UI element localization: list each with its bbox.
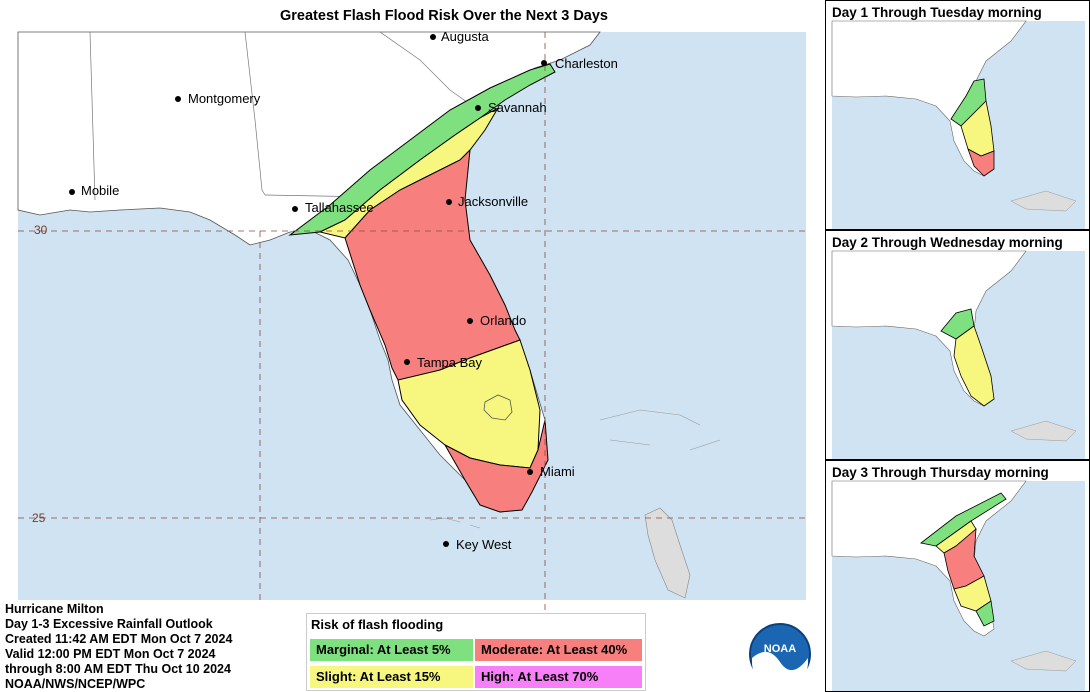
info-line: Day 1-3 Excessive Rainfall Outlook — [5, 617, 213, 631]
lat-label-25: 25 — [32, 511, 46, 525]
city-label: Charleston — [555, 56, 618, 71]
city-orlando: Orlando — [467, 313, 526, 328]
city-charleston: Charleston — [541, 56, 618, 71]
info-line: NOAA/NWS/NCEP/WPC — [5, 677, 146, 691]
city-key-west: Key West — [443, 537, 512, 552]
city-miami: Miami — [527, 464, 575, 479]
info-line: through 8:00 AM EDT Thu Oct 10 2024 — [5, 662, 231, 676]
city-label: Key West — [456, 537, 512, 552]
risk-area-moderate — [344, 148, 521, 381]
risk-area-moderate-south — [443, 419, 549, 513]
legend-title: Risk of flash flooding — [311, 617, 444, 632]
day2-map[interactable] — [826, 231, 1090, 460]
city-mobile: Mobile — [69, 183, 119, 198]
risk-legend: Risk of flash flooding Marginal: At Leas… — [306, 613, 646, 691]
main-map-panel: Greatest Flash Flood Risk Over the Next … — [0, 0, 822, 692]
city-label: Miami — [540, 464, 575, 479]
legend-slight: Slight: At Least 15% — [310, 666, 473, 688]
info-line: Valid 12:00 PM EDT Mon Oct 7 2024 — [5, 647, 216, 661]
city-label: Orlando — [480, 313, 526, 328]
city-jacksonville: Jacksonville — [446, 194, 528, 209]
day3-panel: Day 3 Through Thursday morning — [825, 460, 1090, 692]
day2-title: Day 2 Through Wednesday morning — [832, 235, 1063, 250]
outlook-info: Hurricane Milton Day 1-3 Excessive Rainf… — [2, 600, 302, 692]
noaa-logo: NOAA — [749, 623, 811, 686]
city-tampa-bay: Tampa Bay — [404, 355, 483, 370]
city-label: Savannah — [488, 100, 547, 115]
day3-map[interactable] — [826, 461, 1090, 692]
city-label: Tallahassee — [305, 200, 374, 215]
city-label: Tampa Bay — [417, 355, 483, 370]
city-label: Jacksonville — [458, 194, 528, 209]
city-label: Mobile — [81, 183, 119, 198]
day2-panel: Day 2 Through Wednesday morning — [825, 230, 1090, 460]
day1-map[interactable] — [826, 1, 1090, 230]
noaa-logo-text: NOAA — [764, 643, 796, 655]
day1-title: Day 1 Through Tuesday morning — [832, 5, 1042, 20]
day3-title: Day 3 Through Thursday morning — [832, 465, 1049, 480]
legend-marginal: Marginal: At Least 5% — [310, 639, 473, 661]
legend-high: High: At Least 70% — [475, 666, 642, 688]
graticule — [18, 32, 806, 692]
day1-panel: Day 1 Through Tuesday morning — [825, 0, 1090, 230]
city-label: Augusta — [441, 29, 489, 44]
info-line: Hurricane Milton — [5, 602, 104, 616]
lake-okeechobee — [483, 394, 513, 421]
city-label: Montgomery — [188, 91, 261, 106]
city-augusta: Augusta — [430, 29, 489, 44]
info-line: Created 11:42 AM EDT Mon Oct 7 2024 — [5, 632, 233, 646]
city-tallahassee: Tallahassee — [292, 200, 374, 215]
city-savannah: Savannah — [475, 100, 547, 115]
city-montgomery: Montgomery — [175, 91, 261, 106]
lat-label-30: 30 — [34, 223, 48, 237]
main-map[interactable]: 30 25 Augusta Charleston Montgomery Sava… — [0, 0, 822, 692]
main-map-title: Greatest Flash Flood Risk Over the Next … — [280, 8, 608, 24]
legend-moderate: Moderate: At Least 40% — [475, 639, 642, 661]
